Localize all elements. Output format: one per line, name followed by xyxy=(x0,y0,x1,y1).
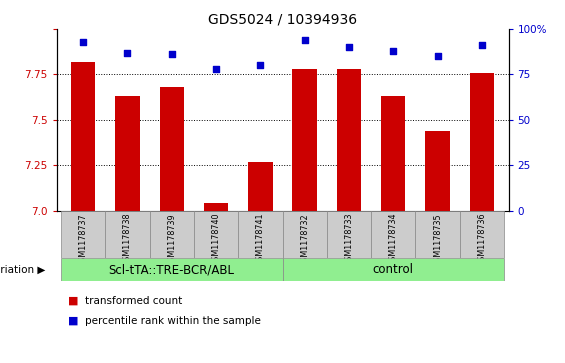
Bar xyxy=(282,211,327,258)
Point xyxy=(79,39,88,45)
Point xyxy=(256,62,265,68)
Bar xyxy=(248,162,272,211)
Bar xyxy=(204,203,228,211)
Text: GSM1178738: GSM1178738 xyxy=(123,213,132,266)
Point xyxy=(345,44,354,50)
Bar xyxy=(460,211,504,258)
Text: ■: ■ xyxy=(68,296,79,306)
Bar xyxy=(470,73,494,211)
Text: GSM1178733: GSM1178733 xyxy=(345,213,354,266)
Text: genotype/variation ▶: genotype/variation ▶ xyxy=(0,265,45,274)
Point xyxy=(211,66,220,72)
Text: GSM1178740: GSM1178740 xyxy=(211,213,220,266)
Text: GSM1178735: GSM1178735 xyxy=(433,213,442,266)
Text: control: control xyxy=(373,263,414,276)
Text: GSM1178741: GSM1178741 xyxy=(256,213,265,266)
Text: transformed count: transformed count xyxy=(85,296,182,306)
Text: GSM1178734: GSM1178734 xyxy=(389,213,398,266)
Text: Scl-tTA::TRE-BCR/ABL: Scl-tTA::TRE-BCR/ABL xyxy=(108,263,234,276)
Bar xyxy=(425,131,450,211)
Bar xyxy=(293,69,317,211)
Text: GSM1178736: GSM1178736 xyxy=(477,213,486,266)
Point xyxy=(433,53,442,59)
Bar xyxy=(371,211,415,258)
Point xyxy=(167,52,176,57)
Text: GSM1178732: GSM1178732 xyxy=(300,213,309,266)
Bar xyxy=(238,211,282,258)
Bar xyxy=(337,69,361,211)
Bar xyxy=(150,211,194,258)
Bar xyxy=(327,211,371,258)
Bar xyxy=(61,258,282,281)
Bar xyxy=(115,96,140,211)
Bar xyxy=(381,96,406,211)
Text: ■: ■ xyxy=(68,316,79,326)
Title: GDS5024 / 10394936: GDS5024 / 10394936 xyxy=(208,12,357,26)
Text: percentile rank within the sample: percentile rank within the sample xyxy=(85,316,260,326)
Bar xyxy=(159,87,184,211)
Bar xyxy=(415,211,460,258)
Point xyxy=(123,50,132,56)
Bar xyxy=(61,211,105,258)
Bar xyxy=(282,258,504,281)
Text: GSM1178737: GSM1178737 xyxy=(79,213,88,266)
Point xyxy=(300,37,309,43)
Bar xyxy=(71,62,95,211)
Text: GSM1178739: GSM1178739 xyxy=(167,213,176,266)
Bar xyxy=(105,211,150,258)
Point xyxy=(389,48,398,54)
Bar xyxy=(194,211,238,258)
Point xyxy=(477,42,486,48)
